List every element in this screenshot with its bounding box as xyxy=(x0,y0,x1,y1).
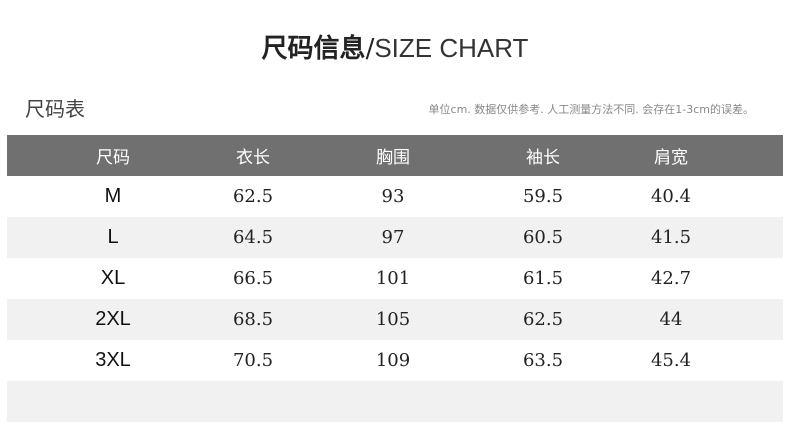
table-cell: 93 xyxy=(381,186,405,207)
table-cell: 45.4 xyxy=(650,350,692,371)
table-cell: 59.5 xyxy=(522,186,564,207)
size-label: XL xyxy=(100,267,126,289)
empty-row xyxy=(7,381,783,422)
table-cell: 41.5 xyxy=(650,227,692,248)
table-cell: 62.5 xyxy=(522,309,564,330)
column-header: 胸围 xyxy=(376,148,410,168)
column-header: 尺码 xyxy=(96,148,130,168)
size-label: 3XL xyxy=(95,349,131,371)
table-cell: 44 xyxy=(659,309,683,330)
page-title: 尺码信息/SIZE CHART xyxy=(0,28,790,65)
size-label: L xyxy=(107,226,119,248)
measurement-note: 单位cm. 数据仅供参考. 人工测量方法不同. 会存在1-3cm的误差。 xyxy=(428,103,754,116)
table-row: L 64.5 97 60.5 41.5 xyxy=(7,217,783,258)
table-cell: 97 xyxy=(381,227,405,248)
table-row: 3XL 70.5 109 63.5 45.4 xyxy=(7,340,783,381)
table-cell: 61.5 xyxy=(522,268,564,289)
table-cell: 70.5 xyxy=(232,350,274,371)
table-cell: 109 xyxy=(375,350,411,371)
column-header: 衣长 xyxy=(236,148,270,168)
size-label: 2XL xyxy=(95,308,131,330)
table-cell: 60.5 xyxy=(522,227,564,248)
title-sep: / xyxy=(365,34,375,64)
title-cn: 尺码信息 xyxy=(261,34,366,64)
table-cell: 42.7 xyxy=(650,268,692,289)
table-cell: 63.5 xyxy=(522,350,564,371)
title-en: SIZE CHART xyxy=(374,33,529,63)
table-header: 尺码 衣长 胸围 袖长 肩宽 xyxy=(7,135,783,176)
table-cell: 101 xyxy=(375,268,411,289)
table-row: 2XL 68.5 105 62.5 44 xyxy=(7,299,783,340)
table-cell: 68.5 xyxy=(232,309,274,330)
table-subtitle: 尺码表 xyxy=(25,97,85,121)
table-row: XL 66.5 101 61.5 42.7 xyxy=(7,258,783,299)
column-header: 袖长 xyxy=(526,148,560,168)
size-table: 尺码 衣长 胸围 袖长 肩宽 M 62.5 93 59.5 40.4 L 64.5 97 60.5 41.… xyxy=(7,135,783,422)
table-cell: 62.5 xyxy=(232,186,274,207)
table-cell: 40.4 xyxy=(650,186,692,207)
table-cell: 66.5 xyxy=(232,268,274,289)
table-cell: 105 xyxy=(375,309,411,330)
table-row: M 62.5 93 59.5 40.4 xyxy=(7,176,783,217)
table-cell: 64.5 xyxy=(232,227,274,248)
column-header: 肩宽 xyxy=(654,148,688,168)
size-label: M xyxy=(104,185,122,207)
